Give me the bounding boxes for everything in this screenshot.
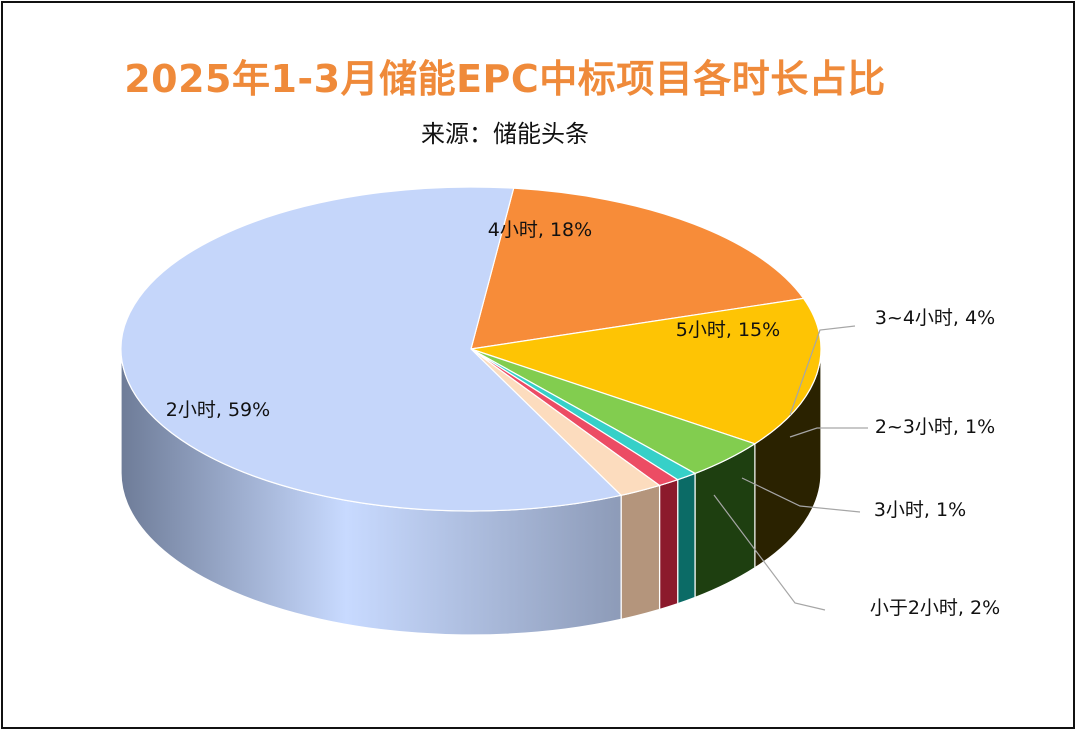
slice-label-1: 5小时, 15% (676, 319, 780, 341)
slice-label-3: 2~3小时, 1% (875, 416, 995, 438)
leader-line-4 (741, 477, 861, 513)
pie-slice-0 (470, 187, 805, 350)
slice-label-2: 3~4小时, 4% (875, 307, 995, 329)
pie-side-5 (620, 484, 661, 621)
pie-slice-6 (120, 186, 623, 512)
slice-label-0: 4小时, 18% (488, 219, 592, 241)
pie-side-4 (658, 478, 679, 611)
slice-label-5: 小于2小时, 2% (870, 597, 1000, 619)
leader-line-5 (713, 494, 826, 611)
leader-line-3 (789, 427, 868, 438)
slice-label-6: 2小时, 59% (166, 399, 270, 421)
slice-label-4: 3小时, 1% (874, 499, 966, 521)
pie-side-3 (677, 472, 696, 605)
leader-line-2 (789, 325, 856, 416)
chart-title: 2025年1-3月储能EPC中标项目各时长占比 (124, 57, 886, 101)
pie-slice-1 (470, 297, 822, 445)
chart-subtitle: 来源：储能头条 (421, 120, 589, 148)
